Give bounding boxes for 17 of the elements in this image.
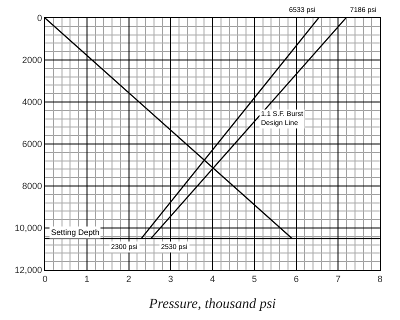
x-tick-label: 1 [84,274,90,284]
x-tick-label: 3 [168,274,174,284]
ref-line-label: Setting Depth [51,228,100,237]
x-tick-label: 4 [210,274,216,284]
y-tick-label: 2000 [22,55,42,66]
y-tick-label: 10,000 [14,223,42,234]
x-axis-title: Pressure, thousand psi [148,297,276,312]
y-tick-label: 4000 [22,97,42,108]
y-tick-label: 8000 [22,181,42,192]
y-tick-label: 12,000 [14,265,42,276]
y-tick-label: 6000 [22,139,42,150]
x-tick-label: 7 [336,274,341,284]
y-tick-label: 0 [37,13,42,24]
x-tick-label: 6 [294,274,299,284]
x-tick-label: 2 [126,274,132,284]
x-tick-label: 5 [252,274,257,284]
x-tick-label: 8 [377,274,383,284]
